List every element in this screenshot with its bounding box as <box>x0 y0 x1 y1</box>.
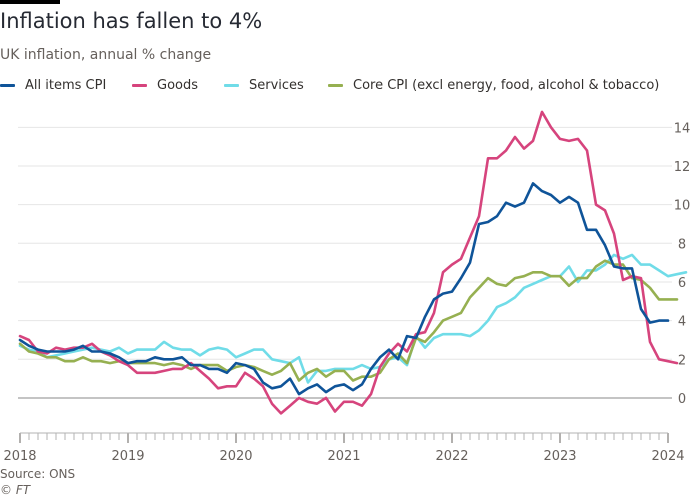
y-tick-label: 2 <box>678 353 686 368</box>
credit-note: © FT <box>0 483 31 497</box>
legend-label-core-cpi: Core CPI (excl energy, food, alcohol & t… <box>353 78 660 93</box>
y-tick-label: 8 <box>678 237 686 252</box>
source-note: Source: ONS <box>0 467 76 481</box>
x-tick-label: 2019 <box>111 449 144 464</box>
chart-legend: All items CPI Goods Services Core CPI (e… <box>0 78 700 96</box>
chart-subtitle: UK inflation, annual % change <box>0 47 212 63</box>
chart-title: Inflation has fallen to 4% <box>0 9 263 33</box>
legend-item-all-items-cpi: All items CPI <box>0 78 106 93</box>
legend-swatch-services <box>224 84 239 87</box>
x-tick-label: 2022 <box>435 449 468 464</box>
legend-swatch-core-cpi <box>328 84 343 87</box>
legend-swatch-goods <box>132 84 147 87</box>
legend-swatch-all-items-cpi <box>0 84 15 87</box>
x-tick-label: 2023 <box>543 449 576 464</box>
series-line-services <box>18 253 688 384</box>
legend-item-goods: Goods <box>132 78 198 93</box>
series-line-all-items-cpi <box>18 182 670 396</box>
x-tick-label: 2021 <box>327 449 360 464</box>
y-tick-label: 4 <box>678 315 686 330</box>
y-tick-label: 6 <box>678 276 686 291</box>
x-tick-label: 2024 <box>651 449 684 464</box>
y-tick-label: 10 <box>674 199 691 214</box>
y-tick-label: 14 <box>674 121 691 136</box>
y-tick-label: 12 <box>674 160 691 175</box>
legend-item-services: Services <box>224 78 304 93</box>
series-line-goods <box>18 110 679 415</box>
y-tick-label: 0 <box>678 392 686 407</box>
legend-label-services: Services <box>249 78 304 93</box>
legend-label-all-items-cpi: All items CPI <box>25 78 107 93</box>
legend-label-goods: Goods <box>157 78 199 93</box>
x-tick-label: 2020 <box>219 449 252 464</box>
brand-bar <box>0 0 60 4</box>
legend-item-core-cpi: Core CPI (excl energy, food, alcohol & t… <box>328 78 659 93</box>
x-tick-label: 2018 <box>3 449 36 464</box>
